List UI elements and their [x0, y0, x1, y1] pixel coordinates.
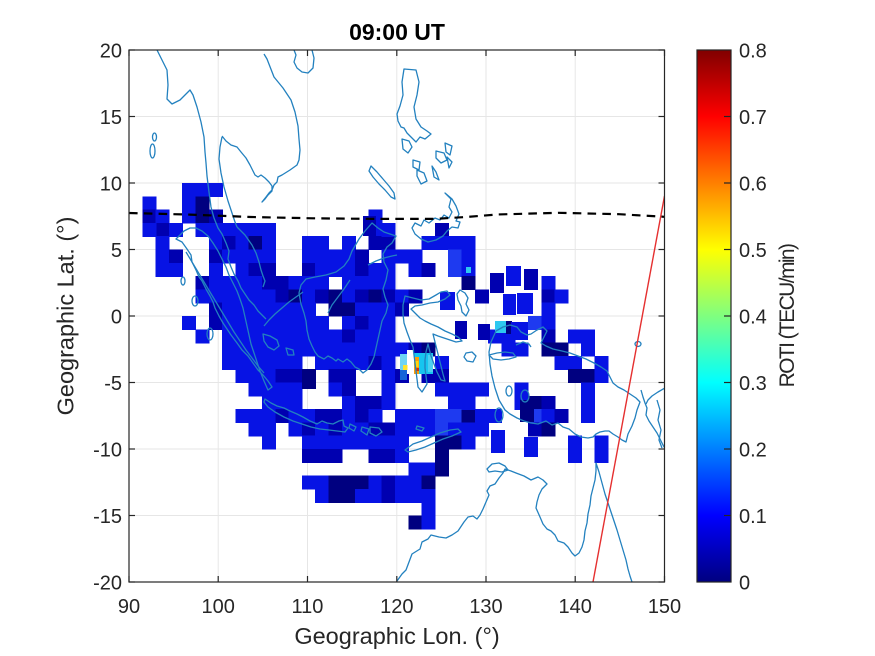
- svg-text:0: 0: [111, 306, 122, 328]
- svg-text:100: 100: [202, 596, 235, 618]
- svg-text:110: 110: [292, 596, 324, 618]
- svg-text:0.7: 0.7: [739, 107, 767, 129]
- svg-text:0.8: 0.8: [739, 40, 767, 62]
- svg-text:-20: -20: [93, 572, 122, 594]
- svg-text:140: 140: [559, 596, 592, 618]
- svg-text:0.4: 0.4: [739, 306, 767, 328]
- svg-text:15: 15: [100, 107, 122, 129]
- svg-text:0: 0: [739, 572, 750, 594]
- svg-text:09:00 UT: 09:00 UT: [349, 19, 445, 45]
- svg-text:10: 10: [100, 173, 122, 195]
- svg-text:120: 120: [380, 596, 413, 618]
- svg-text:Geographic Lon. (°): Geographic Lon. (°): [294, 623, 499, 649]
- svg-text:-15: -15: [93, 506, 122, 528]
- svg-text:150: 150: [648, 596, 681, 618]
- svg-text:-10: -10: [93, 439, 122, 461]
- svg-text:20: 20: [100, 40, 122, 62]
- svg-text:0.1: 0.1: [739, 506, 767, 528]
- svg-text:0.3: 0.3: [739, 373, 767, 395]
- svg-text:130: 130: [469, 596, 502, 618]
- svg-text:5: 5: [111, 240, 122, 262]
- svg-text:0.6: 0.6: [739, 173, 767, 195]
- svg-text:90: 90: [118, 596, 140, 618]
- svg-text:0.2: 0.2: [739, 439, 767, 461]
- svg-text:0.5: 0.5: [739, 240, 767, 262]
- svg-text:-5: -5: [104, 373, 122, 395]
- svg-text:Geographic Lat. (°): Geographic Lat. (°): [53, 217, 79, 416]
- svg-text:ROTI (TECU/min): ROTI (TECU/min): [776, 244, 799, 387]
